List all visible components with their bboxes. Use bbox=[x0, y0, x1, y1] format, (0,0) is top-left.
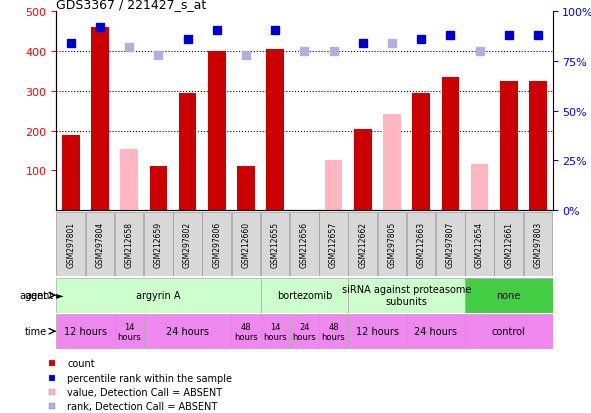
Text: argyrin A: argyrin A bbox=[136, 290, 181, 301]
Text: GSM297803: GSM297803 bbox=[534, 222, 543, 268]
Bar bbox=[261, 213, 290, 277]
Bar bbox=[383, 114, 401, 211]
Text: percentile rank within the sample: percentile rank within the sample bbox=[67, 373, 232, 383]
Bar bbox=[267, 50, 284, 211]
Text: 12 hours: 12 hours bbox=[64, 326, 107, 337]
Bar bbox=[144, 314, 231, 349]
Text: GSM212655: GSM212655 bbox=[271, 222, 280, 268]
Bar bbox=[524, 213, 553, 277]
Text: 24 hours: 24 hours bbox=[166, 326, 209, 337]
Text: 14
hours: 14 hours bbox=[117, 322, 141, 341]
Text: bortezomib: bortezomib bbox=[277, 290, 332, 301]
Text: GSM212661: GSM212661 bbox=[504, 222, 513, 268]
Bar bbox=[436, 213, 465, 277]
Bar bbox=[237, 167, 255, 211]
Bar bbox=[115, 314, 144, 349]
Text: GSM212662: GSM212662 bbox=[358, 222, 367, 268]
Bar bbox=[290, 314, 319, 349]
Bar bbox=[465, 314, 553, 349]
Text: GSM297802: GSM297802 bbox=[183, 222, 192, 268]
Bar bbox=[471, 165, 488, 211]
Bar bbox=[91, 28, 109, 211]
Bar bbox=[232, 213, 260, 277]
Bar bbox=[144, 213, 173, 277]
Bar bbox=[208, 52, 226, 211]
Bar bbox=[413, 94, 430, 211]
Bar bbox=[290, 213, 319, 277]
Text: agent: agent bbox=[25, 290, 53, 301]
Bar bbox=[325, 161, 342, 211]
Text: value, Detection Call = ABSENT: value, Detection Call = ABSENT bbox=[67, 387, 222, 397]
Bar bbox=[354, 129, 372, 211]
Text: GSM297807: GSM297807 bbox=[446, 222, 455, 268]
Bar bbox=[529, 82, 547, 211]
Bar bbox=[121, 149, 138, 211]
Text: GSM212657: GSM212657 bbox=[329, 222, 338, 268]
Bar bbox=[378, 213, 406, 277]
Text: GSM212663: GSM212663 bbox=[417, 222, 426, 268]
Bar bbox=[203, 213, 231, 277]
Text: 24
hours: 24 hours bbox=[293, 322, 316, 341]
Bar bbox=[319, 314, 348, 349]
Bar bbox=[261, 278, 348, 313]
Bar bbox=[500, 82, 518, 211]
Bar bbox=[56, 314, 115, 349]
Bar bbox=[349, 213, 377, 277]
Text: control: control bbox=[492, 326, 525, 337]
Text: 48
hours: 48 hours bbox=[234, 322, 258, 341]
Text: GSM212654: GSM212654 bbox=[475, 222, 484, 268]
Bar bbox=[319, 213, 348, 277]
Bar bbox=[495, 213, 523, 277]
Bar bbox=[231, 314, 261, 349]
Text: GSM297805: GSM297805 bbox=[388, 222, 397, 268]
Bar bbox=[441, 78, 459, 211]
Bar bbox=[261, 314, 290, 349]
Text: time: time bbox=[25, 326, 47, 337]
Bar bbox=[56, 278, 261, 313]
Bar bbox=[150, 167, 167, 211]
Text: rank, Detection Call = ABSENT: rank, Detection Call = ABSENT bbox=[67, 401, 217, 411]
Bar bbox=[62, 135, 80, 211]
Text: 14
hours: 14 hours bbox=[263, 322, 287, 341]
Text: GSM297806: GSM297806 bbox=[212, 222, 221, 268]
Bar bbox=[348, 278, 465, 313]
Text: none: none bbox=[496, 290, 521, 301]
Bar bbox=[465, 278, 553, 313]
Text: GSM212660: GSM212660 bbox=[242, 222, 251, 268]
Text: GSM212659: GSM212659 bbox=[154, 222, 163, 268]
Text: 48
hours: 48 hours bbox=[322, 322, 346, 341]
Bar bbox=[348, 314, 407, 349]
Text: siRNA against proteasome
subunits: siRNA against proteasome subunits bbox=[342, 285, 471, 306]
Text: GDS3367 / 221427_s_at: GDS3367 / 221427_s_at bbox=[56, 0, 206, 11]
Bar bbox=[173, 213, 202, 277]
Bar bbox=[115, 213, 144, 277]
Text: GSM212658: GSM212658 bbox=[125, 222, 134, 268]
Bar bbox=[179, 94, 196, 211]
Bar bbox=[86, 213, 114, 277]
Bar bbox=[407, 314, 465, 349]
Text: count: count bbox=[67, 358, 95, 368]
Bar bbox=[465, 213, 494, 277]
Text: 12 hours: 12 hours bbox=[356, 326, 399, 337]
Text: ►: ► bbox=[53, 290, 64, 301]
Bar bbox=[407, 213, 436, 277]
Text: agent: agent bbox=[19, 290, 47, 301]
Bar bbox=[56, 213, 85, 277]
Text: GSM297801: GSM297801 bbox=[66, 222, 75, 268]
Text: 24 hours: 24 hours bbox=[414, 326, 457, 337]
Text: GSM297804: GSM297804 bbox=[96, 222, 105, 268]
Text: GSM212656: GSM212656 bbox=[300, 222, 309, 268]
